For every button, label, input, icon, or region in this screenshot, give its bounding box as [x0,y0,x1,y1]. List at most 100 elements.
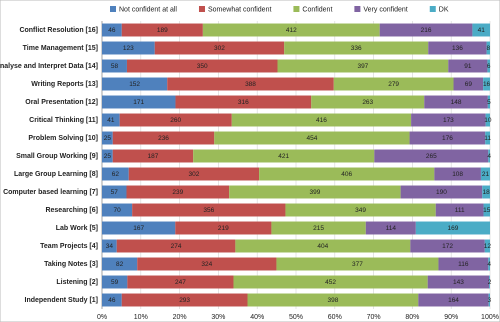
legend-label: Not confident at all [119,6,177,13]
bar-segment [175,95,312,109]
value-label: 398 [327,297,338,304]
value-label: 176 [442,135,453,142]
bar-segment [233,275,428,289]
value-label: 62 [112,171,120,178]
value-label: 452 [325,279,336,286]
bar-segment [132,203,286,217]
bar-segment [488,257,490,271]
x-tick-label: 20% [173,314,187,321]
x-tick-label: 100% [481,314,499,321]
value-label: 25 [104,135,112,142]
value-label: 21 [482,171,490,178]
value-label: 416 [316,117,327,124]
bar-segment [127,275,234,289]
bar-segment [102,257,138,271]
bar-segment [418,293,489,307]
x-tick-label: 40% [250,314,264,321]
value-label: 114 [386,225,397,232]
bar-segment [484,239,490,253]
bar-segment [453,77,484,91]
bar-segment [102,113,120,127]
category-label: Researching [6] [45,207,98,214]
bar-segment [119,113,232,127]
bar-segment [102,23,122,37]
value-label: 169 [447,225,458,232]
bar-segment [126,185,230,199]
bar-segment [112,149,194,163]
value-label: 4 [487,261,491,268]
value-label: 116 [458,261,469,268]
bar-segment [379,23,473,37]
value-label: 69 [465,81,473,88]
bar-segment [102,77,168,91]
bar-segment [482,185,490,199]
category-label: Listening [2] [56,279,98,286]
value-label: 57 [111,189,119,196]
bar-segment [102,203,133,217]
legend-swatch [429,6,436,12]
legend-swatch [198,6,205,12]
category-label: Taking Notes [3] [44,261,98,268]
value-label: 41 [478,27,486,34]
bar-segment [116,239,236,253]
category-label: Problem Solving [10] [28,135,98,142]
value-label: 82 [116,261,124,268]
legend-label: DK [439,6,449,13]
value-label: 336 [351,45,362,52]
bar-segment [489,275,490,289]
x-tick-label: 90% [444,314,458,321]
value-label: 12 [484,243,492,250]
value-label: 111 [455,207,465,214]
bar-segment [374,149,489,163]
bar-segment [137,257,277,271]
value-label: 454 [306,135,317,142]
value-label: 25 [104,153,112,160]
bar-segment [277,59,449,73]
value-label: 293 [179,297,190,304]
value-label: 216 [421,27,432,34]
value-label: 247 [175,279,186,286]
bar-segment [483,203,490,217]
bar-segment [229,185,401,199]
category-label: Lab Work [5] [56,225,98,232]
value-label: 316 [238,99,249,106]
bar-segment [102,293,122,307]
bar-segment [214,131,410,145]
value-label: 91 [464,63,472,70]
value-label: 3 [488,297,492,304]
value-label: 167 [133,225,144,232]
value-label: 397 [357,63,368,70]
bar-segment [486,41,490,55]
bar-segment [424,95,488,109]
legend-label: Somewhat confident [208,6,271,13]
value-label: 59 [111,279,119,286]
value-label: 406 [341,171,352,178]
bar-segment [121,293,248,307]
bar-segment [428,41,487,55]
value-label: 108 [452,171,463,178]
value-label: 190 [436,189,447,196]
bar-segment [438,257,489,271]
bar-segment [488,293,490,307]
category-label: Writing Reports [13] [31,81,98,88]
bar-segment [435,203,484,217]
value-label: 148 [451,99,462,106]
category-label: Critical Thinking [11] [29,117,98,124]
category-label: Small Group Working [9] [16,153,98,160]
bar-segment [487,95,490,109]
value-label: 2 [488,279,492,286]
value-label: 136 [452,45,463,52]
value-label: 404 [317,243,328,250]
bar-segment [400,185,483,199]
bar-segment [102,149,113,163]
bar-segment [434,167,481,181]
x-tick-label: 80% [405,314,419,321]
value-label: 399 [309,189,320,196]
value-label: 279 [388,81,399,88]
legend-label: Very confident [363,6,407,13]
value-label: 18 [483,189,491,196]
value-label: 171 [133,99,144,106]
category-label: Oral Presentation [12] [25,99,98,106]
bar-segment [485,131,490,145]
bar-segment [311,95,425,109]
